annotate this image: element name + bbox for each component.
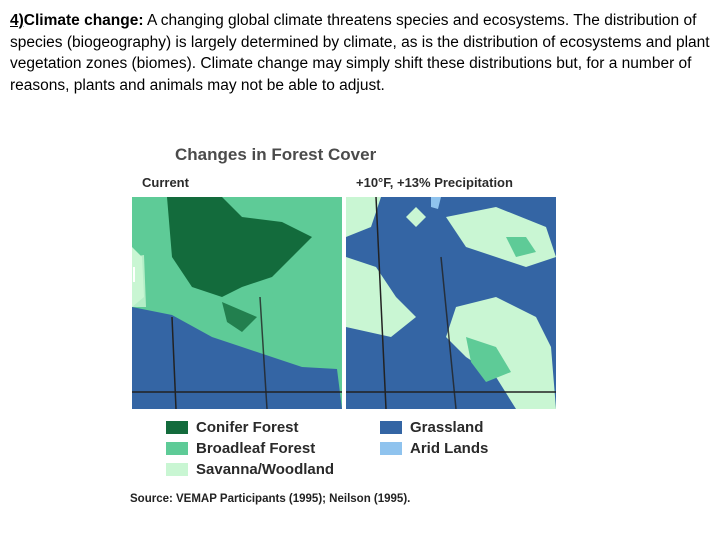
current-forest-map [132,197,342,409]
conifer-swatch [166,421,188,434]
figure-title: Changes in Forest Cover [175,145,377,164]
future-map-label: +10°F, +13% Precipitation [356,175,513,190]
figure-source: Source: VEMAP Participants (1995); Neils… [130,493,411,505]
grassland-swatch [380,421,402,434]
current-map-label: Current [142,175,189,190]
legend-broadleaf: Broadleaf Forest [166,440,315,457]
legend-savanna: Savanna/Woodland [166,461,334,478]
arid-swatch [380,442,402,455]
paragraph: 4)Climate change: A changing global clim… [10,10,710,96]
topic-heading: Climate change: [23,12,144,29]
savanna-swatch [166,463,188,476]
item-number: 4) [10,12,24,29]
legend-grassland: Grassland [380,419,483,436]
broadleaf-swatch [166,442,188,455]
future-forest-map [346,197,556,409]
legend-arid: Arid Lands [380,440,488,457]
legend-conifer: Conifer Forest [166,419,299,436]
forest-cover-figure: Changes in Forest Cover Current +10°F, +… [130,145,560,515]
paragraph-body: A changing global climate threatens spec… [10,12,710,94]
